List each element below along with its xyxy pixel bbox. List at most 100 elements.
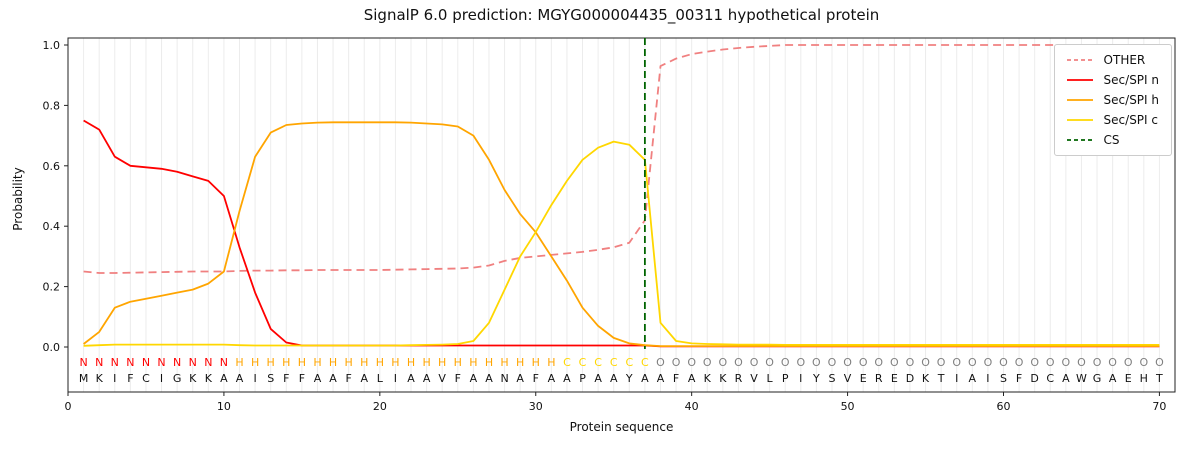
region-label: H: [485, 356, 493, 369]
region-label: O: [1077, 356, 1086, 369]
region-label: O: [812, 356, 821, 369]
sequence-letter: A: [485, 372, 493, 385]
sequence-letter: A: [548, 372, 556, 385]
region-label: H: [407, 356, 415, 369]
region-label: H: [345, 356, 353, 369]
region-label: H: [329, 356, 337, 369]
region-label: O: [1108, 356, 1117, 369]
region-label: O: [952, 356, 961, 369]
y-tick-label: 0.8: [43, 99, 61, 112]
region-label: O: [1155, 356, 1164, 369]
region-label: O: [843, 356, 852, 369]
region-label: H: [454, 356, 462, 369]
sequence-letter: V: [844, 372, 852, 385]
region-label: O: [796, 356, 805, 369]
x-tick-label: 20: [373, 400, 387, 413]
legend-line-sec-spi-n: [1066, 79, 1093, 81]
region-label: N: [220, 356, 228, 369]
sequence-letter: A: [594, 372, 602, 385]
sequence-letter: K: [205, 372, 213, 385]
region-label: O: [874, 356, 883, 369]
x-tick-label: 40: [685, 400, 699, 413]
sequence-letter: A: [314, 372, 322, 385]
sequence-letter: A: [407, 372, 415, 385]
sequence-letter: A: [688, 372, 696, 385]
sequence-letter: D: [906, 372, 914, 385]
region-label: O: [719, 356, 728, 369]
region-label: H: [422, 356, 430, 369]
sequence-letter: A: [236, 372, 244, 385]
region-label: N: [126, 356, 134, 369]
region-label: C: [594, 356, 602, 369]
sequence-letter: S: [267, 372, 274, 385]
region-label: O: [999, 356, 1008, 369]
region-label: O: [734, 356, 743, 369]
region-label: C: [625, 356, 633, 369]
region-label: H: [282, 356, 290, 369]
sequence-letter: F: [299, 372, 305, 385]
sequence-letter: G: [1093, 372, 1102, 385]
region-label: H: [500, 356, 508, 369]
region-label: H: [438, 356, 446, 369]
region-label: O: [1015, 356, 1024, 369]
legend-line-other: [1066, 59, 1093, 61]
sequence-letter: V: [438, 372, 446, 385]
x-tick-label: 30: [529, 400, 543, 413]
sequence-letter: N: [500, 372, 508, 385]
sequence-letter: A: [423, 372, 431, 385]
region-label: O: [859, 356, 868, 369]
sequence-letter: A: [516, 372, 524, 385]
sequence-letter: A: [329, 372, 337, 385]
region-label: O: [765, 356, 774, 369]
series-line-other: [83, 44, 1160, 274]
region-label: O: [921, 356, 930, 369]
region-label: O: [890, 356, 899, 369]
region-label: O: [1139, 356, 1148, 369]
sequence-letter: L: [767, 372, 774, 385]
sequence-letter: F: [127, 372, 133, 385]
region-label: O: [1093, 356, 1102, 369]
legend-label: CS: [1103, 133, 1120, 147]
region-label: H: [516, 356, 524, 369]
sequence-letter: D: [1030, 372, 1038, 385]
sequence-letter: A: [360, 372, 368, 385]
sequence-letter: R: [735, 372, 743, 385]
region-label: O: [968, 356, 977, 369]
region-label: C: [579, 356, 587, 369]
sequence-letter: C: [142, 372, 150, 385]
sequence-letter: A: [563, 372, 571, 385]
sequence-letter: S: [828, 372, 835, 385]
sequence-letter: I: [160, 372, 163, 385]
region-label: O: [1046, 356, 1055, 369]
sequence-letter: A: [1109, 372, 1117, 385]
sequence-letter: S: [1000, 372, 1007, 385]
region-label: H: [360, 356, 368, 369]
legend-label: Sec/SPI c: [1103, 113, 1158, 127]
region-label: H: [235, 356, 243, 369]
y-tick-label: 0.0: [43, 341, 61, 354]
region-label: O: [687, 356, 696, 369]
sequence-letter: K: [922, 372, 930, 385]
sequence-letter: A: [220, 372, 228, 385]
sequence-letter: M: [79, 372, 89, 385]
legend-line-sec-spi-c: [1066, 119, 1093, 121]
sequence-letter: A: [657, 372, 665, 385]
legend-label: Sec/SPI h: [1103, 93, 1159, 107]
sequence-letter: E: [1125, 372, 1132, 385]
sequence-letter: F: [345, 372, 351, 385]
x-tick-label: 70: [1152, 400, 1166, 413]
sequence-letter: I: [113, 372, 116, 385]
region-label: O: [1124, 356, 1133, 369]
y-tick-label: 1.0: [43, 39, 61, 52]
region-label: H: [376, 356, 384, 369]
x-tick-label: 50: [841, 400, 855, 413]
region-label: N: [79, 356, 87, 369]
region-label: N: [111, 356, 119, 369]
y-tick-label: 0.2: [43, 281, 61, 294]
legend-item-sec-spi-c: Sec/SPI c: [1065, 113, 1159, 127]
legend-line-sec-spi-h: [1066, 99, 1093, 101]
sequence-letter: P: [579, 372, 586, 385]
region-label: H: [547, 356, 555, 369]
